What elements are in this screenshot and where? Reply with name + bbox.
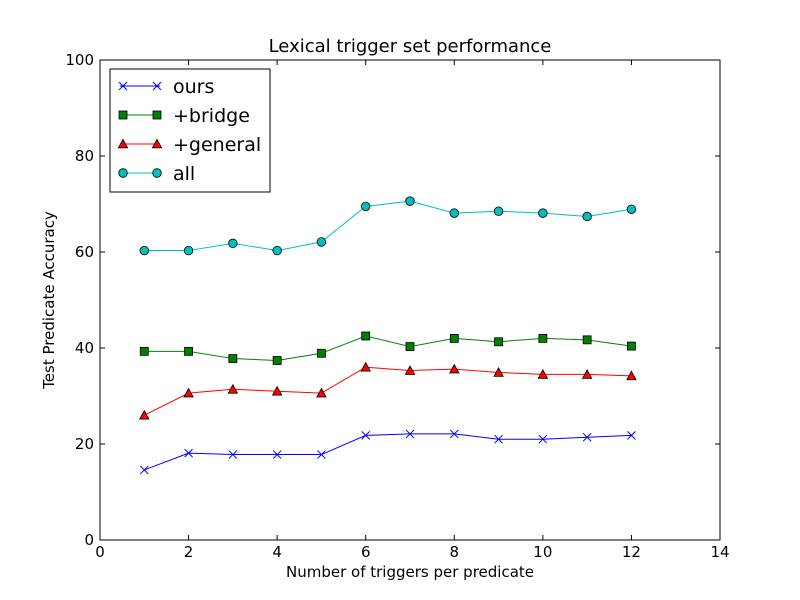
data-point [317, 348, 326, 358]
y-tick-label: 20 [75, 435, 94, 453]
data-point [184, 346, 193, 356]
y-tick-label: 40 [75, 339, 94, 357]
data-point [449, 429, 459, 439]
data-point [494, 434, 503, 444]
y-axis-label: Test Predicate Accuracy [40, 211, 58, 390]
data-point [494, 337, 503, 347]
data-point [538, 208, 548, 218]
data-point [538, 434, 548, 444]
data-point [361, 431, 371, 440]
data-point [183, 245, 194, 256]
series-line [144, 366, 632, 416]
data-point [139, 465, 149, 475]
series-bridge [139, 331, 636, 365]
data-point [316, 387, 327, 398]
data-point [139, 409, 150, 420]
series-line [144, 433, 632, 471]
data-point [449, 333, 459, 343]
legend-box [109, 68, 271, 193]
data-point [317, 450, 326, 459]
y-tick-label: 0 [84, 531, 94, 549]
data-point [361, 331, 371, 341]
series-ours [139, 429, 636, 475]
legend-label: +bridge [173, 105, 250, 127]
data-point [627, 341, 636, 351]
legend: ours +bridge +general all [109, 68, 271, 193]
data-point [272, 356, 282, 365]
x-tick-label: 2 [184, 543, 194, 561]
data-point [183, 387, 194, 398]
x-tick-label: 10 [533, 543, 552, 561]
series-line [144, 335, 632, 361]
data-point [271, 385, 283, 396]
y-tick-label: 60 [75, 243, 94, 261]
data-point [228, 450, 238, 459]
data-point [272, 450, 282, 459]
y-tick-label: 80 [75, 147, 94, 165]
x-tick-label: 12 [622, 543, 641, 561]
data-point [627, 431, 636, 440]
legend-marker [152, 110, 162, 120]
data-point [582, 335, 592, 345]
legend-marker [151, 138, 163, 149]
legend-label: ours [173, 76, 214, 98]
data-point [139, 245, 149, 256]
chart-title: Lexical trigger set performance [269, 36, 552, 57]
data-point [405, 196, 415, 206]
legend-marker [117, 138, 129, 149]
series-general [139, 361, 637, 420]
data-point [449, 208, 459, 218]
legend-marker [118, 168, 128, 178]
y-tick-label: 100 [65, 51, 94, 69]
data-point [360, 361, 371, 372]
legend-marker [118, 81, 128, 91]
x-tick-label: 14 [710, 543, 729, 561]
data-point [228, 238, 238, 249]
series-all [139, 196, 637, 256]
data-point [139, 346, 149, 356]
data-point [538, 333, 548, 343]
data-point [404, 365, 416, 375]
legend-label: all [173, 163, 195, 185]
x-tick-label: 6 [361, 543, 371, 561]
plot-frame [99, 59, 721, 541]
x-tick-label: 8 [450, 543, 460, 561]
data-point [493, 367, 504, 377]
legend-marker [152, 168, 162, 178]
data-point [184, 448, 193, 458]
x-tick-label: 4 [272, 543, 282, 561]
data-point [272, 245, 282, 256]
x-tick-label: 0 [95, 543, 105, 561]
data-point [361, 201, 371, 212]
data-point [316, 237, 327, 247]
data-point [581, 368, 593, 379]
data-point [626, 370, 637, 381]
plot-area: 0 2 4 6 8 10 12 14 0 20 40 60 80 100 [65, 51, 729, 561]
data-point [537, 368, 549, 379]
x-axis-label: Number of triggers per predicate [286, 563, 534, 581]
data-point [405, 342, 415, 351]
data-point [227, 383, 239, 394]
legend-marker [152, 81, 162, 91]
series-line [144, 200, 632, 252]
data-point [405, 429, 415, 439]
data-point [582, 211, 592, 222]
data-point [582, 432, 592, 442]
legend-marker [118, 110, 128, 120]
data-point [449, 363, 460, 374]
legend-label: +general [173, 134, 261, 156]
data-point [626, 204, 637, 214]
data-point [493, 206, 504, 216]
data-point [228, 354, 238, 363]
